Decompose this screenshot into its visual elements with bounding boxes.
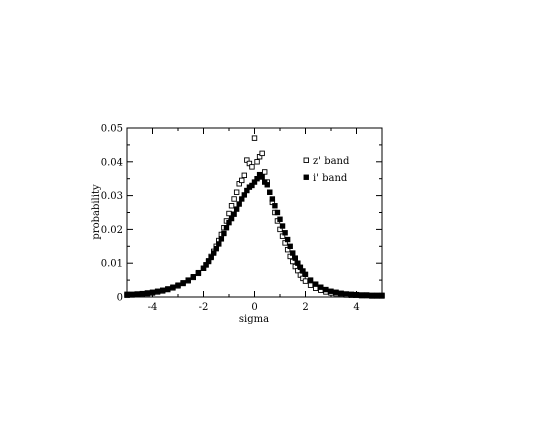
x-axis-label: sigma bbox=[239, 314, 269, 325]
data-point-z-band bbox=[254, 159, 260, 165]
y-tick-label: 0.04 bbox=[101, 157, 123, 168]
data-point-i-band bbox=[282, 230, 288, 236]
data-point-i-band bbox=[364, 292, 370, 298]
x-tick-label: -4 bbox=[148, 302, 158, 313]
data-point-i-band bbox=[195, 269, 202, 276]
y-tick-label: 0.03 bbox=[101, 191, 123, 202]
data-point-z-band bbox=[233, 189, 240, 195]
legend-label-z-band: z' band bbox=[313, 156, 350, 167]
data-point-i-band bbox=[144, 290, 151, 296]
x-tick-label: 0 bbox=[251, 302, 257, 313]
data-point-i-band bbox=[259, 174, 265, 180]
data-point-i-band bbox=[228, 215, 235, 222]
data-point-i-band bbox=[236, 201, 242, 207]
data-point-i-band bbox=[231, 211, 237, 217]
tick-labels: -4 -2 0 2 4 0 0.01 0.02 0.03 0.04 0.05 bbox=[101, 124, 360, 314]
data-point-i-band bbox=[210, 250, 217, 256]
axis-ticks bbox=[126, 127, 383, 298]
data-point-i-band bbox=[185, 277, 191, 283]
data-point-i-band bbox=[343, 291, 349, 297]
data-point-i-band bbox=[302, 271, 309, 278]
x-tick-label: 4 bbox=[353, 302, 359, 313]
data-point-z-band bbox=[228, 203, 235, 209]
y-tick-label: 0 bbox=[117, 293, 123, 304]
data-point-z-band bbox=[302, 278, 309, 284]
data-point-z-band bbox=[251, 135, 258, 141]
data-point-i-band bbox=[208, 254, 214, 261]
y-tick-label: 0.05 bbox=[101, 124, 123, 135]
data-point-i-band bbox=[218, 236, 225, 242]
data-point-i-band bbox=[287, 243, 293, 250]
data-point-i-band bbox=[264, 182, 270, 188]
data-point-i-band bbox=[374, 292, 380, 299]
data-point-i-band bbox=[241, 192, 248, 198]
data-point-i-band bbox=[190, 274, 197, 280]
data-point-z-band bbox=[231, 196, 237, 202]
data-point-i-band bbox=[274, 209, 281, 216]
data-point-i-band bbox=[213, 245, 219, 252]
data-point-i-band bbox=[379, 292, 385, 299]
data-point-i-band bbox=[233, 206, 240, 212]
data-point-i-band bbox=[323, 286, 329, 293]
y-axis-label: probability bbox=[91, 184, 102, 240]
x-tick-label: 2 bbox=[302, 302, 308, 313]
data-point-z-band bbox=[226, 210, 232, 217]
data-point-z-band bbox=[262, 169, 268, 175]
data-point-z-band bbox=[241, 172, 248, 179]
data-point-i-band bbox=[290, 250, 296, 256]
data-point-z-band bbox=[259, 150, 265, 157]
legend-marker-i-band bbox=[303, 174, 309, 180]
data-point-i-band bbox=[165, 286, 171, 292]
data-point-i-band bbox=[223, 225, 230, 231]
data-point-i-band bbox=[269, 196, 276, 202]
y-tick-label: 0.01 bbox=[101, 259, 123, 270]
data-point-i-band bbox=[328, 288, 334, 294]
data-point-i-band bbox=[318, 284, 324, 290]
data-point-i-band bbox=[221, 230, 227, 237]
data-point-i-band bbox=[292, 255, 298, 261]
data-point-i-band bbox=[313, 281, 319, 287]
data-point-i-band bbox=[284, 236, 291, 243]
data-point-i-band bbox=[180, 280, 186, 286]
data-point-i-band bbox=[369, 292, 375, 299]
legend-label-i-band: i' band bbox=[313, 173, 348, 184]
data-point-z-band bbox=[249, 164, 255, 170]
legend: z' band i' band bbox=[303, 156, 350, 184]
data-point-i-band bbox=[353, 291, 360, 298]
data-point-i-band bbox=[129, 291, 135, 297]
data-point-i-band bbox=[216, 241, 222, 247]
data-points bbox=[124, 135, 385, 299]
data-point-i-band bbox=[358, 292, 365, 298]
plot-frame bbox=[126, 127, 383, 298]
data-point-i-band bbox=[277, 216, 283, 222]
data-point-i-band bbox=[279, 223, 286, 229]
y-tick-label: 0.02 bbox=[101, 225, 123, 236]
data-point-i-band bbox=[149, 289, 156, 295]
legend-marker-z-band bbox=[303, 157, 309, 163]
data-point-i-band bbox=[307, 277, 314, 283]
data-point-i-band bbox=[333, 289, 339, 295]
data-point-z-band bbox=[239, 177, 245, 184]
data-point-i-band bbox=[348, 291, 355, 297]
x-tick-label: -2 bbox=[199, 302, 209, 313]
data-point-i-band bbox=[124, 291, 130, 297]
data-point-i-band bbox=[170, 284, 176, 290]
data-point-i-band bbox=[267, 189, 273, 195]
data-point-i-band bbox=[134, 291, 140, 297]
data-point-i-band bbox=[338, 290, 344, 296]
data-point-i-band bbox=[175, 282, 181, 288]
data-point-i-band bbox=[272, 203, 278, 209]
data-point-i-band bbox=[159, 287, 166, 293]
data-point-i-band bbox=[154, 288, 161, 294]
data-point-z-band bbox=[307, 282, 314, 288]
data-point-i-band bbox=[139, 290, 146, 297]
